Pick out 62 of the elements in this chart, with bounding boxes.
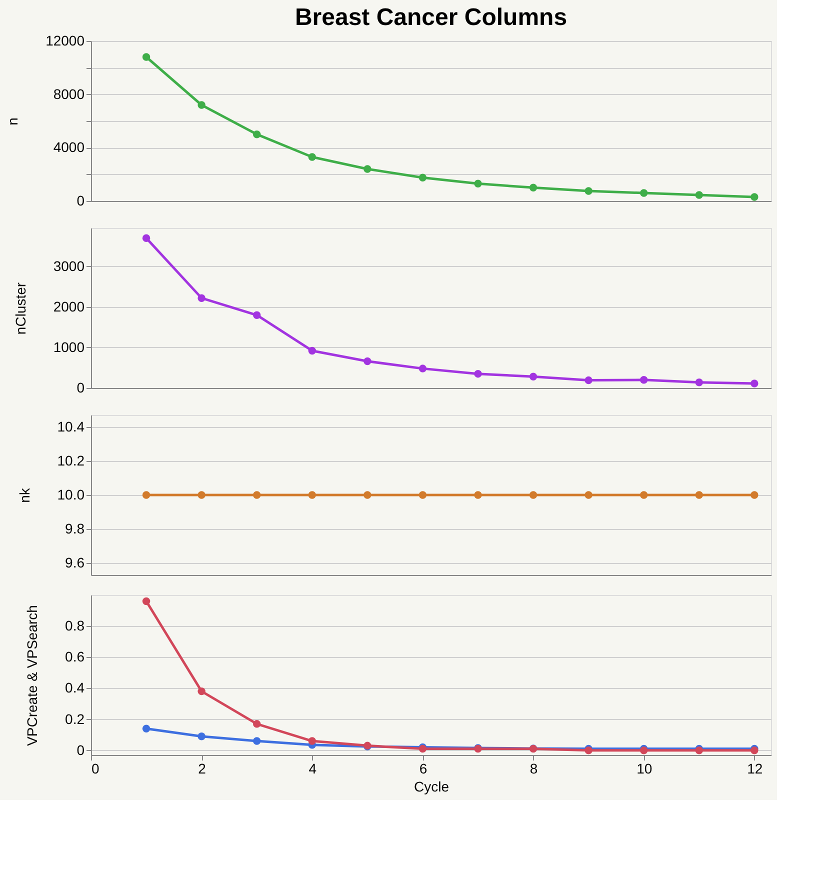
point (695, 378, 704, 386)
point (418, 364, 427, 372)
y-tick-label: 2000 (53, 298, 85, 314)
point (529, 184, 538, 192)
point (142, 724, 150, 732)
x-tick-label: 6 (419, 760, 428, 776)
point (364, 357, 372, 366)
y-tick-label: 8000 (53, 86, 85, 102)
point (308, 346, 316, 355)
point (695, 191, 704, 199)
x-tick-label: 4 (308, 760, 317, 776)
y-tick-label: 0.2 (65, 710, 85, 727)
point (198, 294, 206, 302)
y-tick-label: 0.6 (65, 648, 85, 665)
point (640, 189, 648, 197)
x-axis-title: Cycle (414, 778, 450, 794)
y-tick-label: 0 (76, 380, 85, 396)
point (640, 376, 648, 384)
point (750, 380, 758, 388)
y-tick-label: 4000 (53, 139, 85, 156)
point (198, 732, 206, 740)
point (252, 720, 261, 728)
y-tick-label: 10.0 (57, 486, 85, 502)
x-tick-label: 0 (92, 760, 100, 776)
y-axis-title: nCluster (12, 282, 28, 335)
point (308, 737, 316, 745)
y-axis-title: nk (16, 487, 32, 503)
point (529, 372, 538, 381)
x-tick-label: 2 (198, 760, 206, 776)
y-tick-label: 9.6 (65, 554, 85, 571)
point (252, 737, 261, 745)
chart-title: Breast Cancer Columns (294, 4, 568, 31)
point (750, 193, 758, 201)
y-tick-label: 3000 (53, 258, 85, 274)
y-tick-label: 0 (76, 742, 85, 758)
point (474, 370, 482, 378)
point (198, 687, 206, 696)
y-tick-label: 0.4 (65, 680, 85, 696)
point (584, 187, 592, 195)
point (308, 153, 316, 161)
y-tick-label: 10.2 (57, 452, 85, 468)
x-tick-label: 8 (530, 760, 538, 776)
point (252, 311, 261, 319)
point (142, 53, 150, 61)
y-axis-title: n (4, 118, 21, 126)
point (252, 130, 261, 138)
point (142, 597, 150, 606)
x-tick-label: 12 (747, 760, 763, 776)
y-tick-label: 9.8 (65, 520, 85, 537)
point (198, 101, 206, 109)
point (474, 180, 482, 188)
y-tick-label: 0.8 (65, 618, 85, 634)
y-tick-label: 0 (76, 192, 85, 208)
x-tick-label: 10 (636, 760, 652, 776)
point (584, 376, 592, 384)
point (418, 174, 427, 182)
y-tick-label: 10.4 (57, 418, 85, 434)
point (142, 234, 150, 242)
point (364, 165, 372, 173)
y-tick-label: 1000 (53, 338, 85, 355)
y-axis-title: VPCreate & VPSearch (24, 605, 40, 746)
y-tick-label: 12000 (46, 32, 85, 48)
